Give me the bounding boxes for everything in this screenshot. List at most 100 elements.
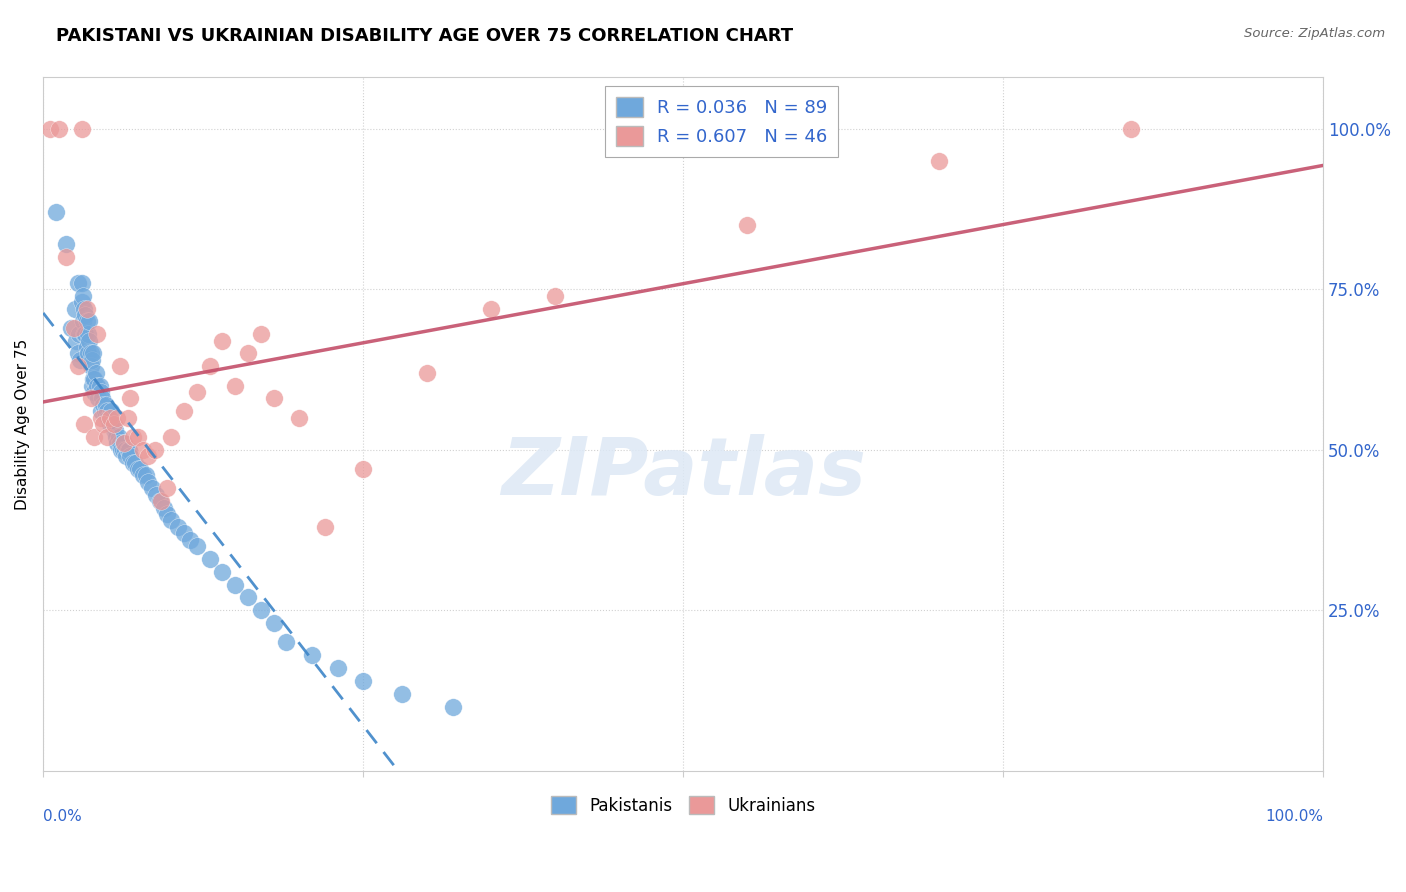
Point bbox=[156, 507, 179, 521]
Point bbox=[76, 340, 98, 354]
Point bbox=[89, 378, 111, 392]
Point bbox=[82, 346, 104, 360]
Point bbox=[38, 121, 60, 136]
Point bbox=[96, 430, 118, 444]
Point bbox=[118, 442, 141, 457]
Point bbox=[77, 327, 100, 342]
Point bbox=[114, 442, 136, 457]
Point bbox=[149, 494, 172, 508]
Point bbox=[544, 288, 567, 302]
Point bbox=[75, 327, 97, 342]
Point bbox=[121, 430, 143, 444]
Point bbox=[100, 404, 122, 418]
Point bbox=[479, 301, 502, 316]
Text: 0.0%: 0.0% bbox=[44, 809, 82, 824]
Point bbox=[186, 539, 208, 553]
Point bbox=[82, 372, 104, 386]
Point bbox=[75, 308, 97, 322]
Point bbox=[132, 468, 155, 483]
Point bbox=[65, 334, 87, 348]
Point bbox=[83, 372, 105, 386]
Point bbox=[55, 250, 77, 264]
Point bbox=[48, 121, 70, 136]
Point bbox=[70, 121, 93, 136]
Point bbox=[72, 314, 94, 328]
Y-axis label: Disability Age Over 75: Disability Age Over 75 bbox=[15, 338, 30, 509]
Point bbox=[136, 449, 159, 463]
Point bbox=[314, 520, 336, 534]
Point bbox=[112, 436, 135, 450]
Point bbox=[107, 436, 129, 450]
Point bbox=[66, 276, 89, 290]
Point bbox=[76, 314, 98, 328]
Point bbox=[86, 327, 108, 342]
Point bbox=[67, 327, 90, 342]
Text: PAKISTANI VS UKRAINIAN DISABILITY AGE OVER 75 CORRELATION CHART: PAKISTANI VS UKRAINIAN DISABILITY AGE OV… bbox=[56, 27, 793, 45]
Point bbox=[80, 352, 103, 367]
Point bbox=[249, 327, 271, 342]
Point bbox=[84, 366, 107, 380]
Point bbox=[198, 359, 221, 374]
Point bbox=[73, 301, 96, 316]
Point bbox=[416, 366, 439, 380]
Text: ZIPatlas: ZIPatlas bbox=[501, 434, 866, 512]
Point bbox=[45, 205, 67, 219]
Point bbox=[391, 687, 413, 701]
Point bbox=[93, 417, 115, 431]
Text: 100.0%: 100.0% bbox=[1265, 809, 1323, 824]
Point bbox=[97, 410, 120, 425]
Point bbox=[136, 475, 159, 489]
Point bbox=[105, 430, 128, 444]
Point bbox=[72, 288, 94, 302]
Point bbox=[179, 533, 201, 547]
Point bbox=[211, 334, 233, 348]
Point bbox=[79, 346, 101, 360]
Point bbox=[107, 410, 129, 425]
Point bbox=[103, 417, 125, 431]
Point bbox=[173, 404, 195, 418]
Point bbox=[173, 526, 195, 541]
Point bbox=[80, 378, 103, 392]
Point bbox=[121, 456, 143, 470]
Point bbox=[236, 591, 259, 605]
Point bbox=[66, 346, 89, 360]
Point bbox=[63, 301, 86, 316]
Point bbox=[101, 417, 124, 431]
Point bbox=[120, 449, 142, 463]
Point bbox=[70, 276, 93, 290]
Point bbox=[132, 442, 155, 457]
Point bbox=[735, 218, 758, 232]
Point bbox=[107, 430, 129, 444]
Point bbox=[156, 481, 179, 495]
Point bbox=[93, 404, 115, 418]
Point bbox=[76, 301, 98, 316]
Point bbox=[127, 430, 149, 444]
Point bbox=[110, 442, 132, 457]
Point bbox=[77, 346, 100, 360]
Point bbox=[60, 320, 83, 334]
Point bbox=[141, 481, 163, 495]
Point bbox=[73, 417, 96, 431]
Point bbox=[83, 384, 105, 399]
Point bbox=[224, 577, 246, 591]
Point bbox=[166, 520, 188, 534]
Point bbox=[120, 392, 142, 406]
Point bbox=[108, 436, 131, 450]
Point bbox=[86, 378, 108, 392]
Point bbox=[96, 404, 118, 418]
Point bbox=[249, 603, 271, 617]
Point bbox=[83, 430, 105, 444]
Point bbox=[288, 410, 311, 425]
Legend: Pakistanis, Ukrainians: Pakistanis, Ukrainians bbox=[544, 789, 823, 822]
Point bbox=[224, 378, 246, 392]
Point bbox=[276, 635, 298, 649]
Point bbox=[143, 442, 166, 457]
Point bbox=[352, 462, 374, 476]
Point bbox=[352, 673, 374, 688]
Point bbox=[112, 436, 135, 450]
Point bbox=[104, 424, 127, 438]
Point bbox=[90, 410, 112, 425]
Point bbox=[69, 352, 91, 367]
Point bbox=[263, 616, 285, 631]
Point bbox=[117, 442, 139, 457]
